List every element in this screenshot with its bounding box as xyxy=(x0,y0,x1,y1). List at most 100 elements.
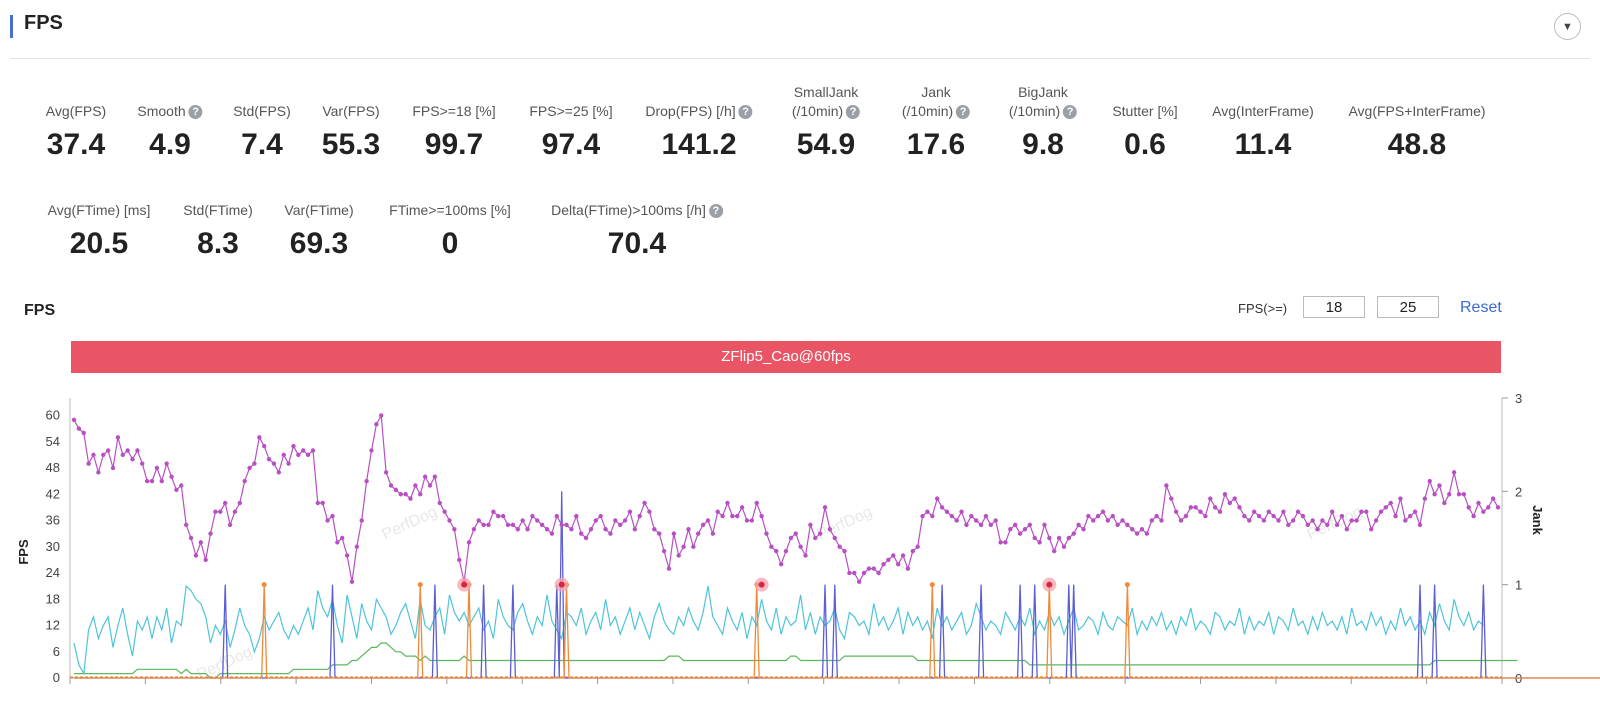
fps-point xyxy=(457,557,462,563)
fps-point xyxy=(257,435,262,440)
fps-point xyxy=(125,448,130,453)
fps-point xyxy=(349,579,355,584)
fps-point xyxy=(237,500,243,506)
fps-point xyxy=(657,531,662,536)
series-legend-button[interactable]: ZFlip5_Cao@60fps xyxy=(71,341,1501,373)
fps-point xyxy=(1466,505,1471,510)
fps-point xyxy=(1066,535,1072,541)
fps-point xyxy=(447,518,452,523)
fps-point xyxy=(510,522,516,528)
fps-point xyxy=(822,505,828,510)
left-tick-label: 42 xyxy=(46,486,60,501)
fps-point xyxy=(281,452,286,458)
header-divider xyxy=(10,58,1590,59)
metric-smooth-label-text: Smooth xyxy=(137,103,186,119)
help-icon[interactable]: ? xyxy=(956,104,971,119)
fps-point xyxy=(1447,492,1452,497)
left-tick-label: 6 xyxy=(53,644,60,659)
metric-std-fps: Std(FPS) 7.4 xyxy=(233,83,291,161)
fps-point xyxy=(403,492,408,497)
fps-point xyxy=(91,452,96,458)
fps-point xyxy=(525,527,530,532)
fps-point xyxy=(627,509,633,514)
help-icon[interactable]: ? xyxy=(188,104,203,119)
fps-point xyxy=(1256,513,1262,519)
fps-point xyxy=(1442,500,1447,506)
fps-point xyxy=(920,513,925,519)
fps-point xyxy=(617,522,623,528)
fps-point xyxy=(174,487,179,493)
fps-point xyxy=(242,478,247,484)
metric-drop-fps-h-label-text: Drop(FPS) [/h] xyxy=(645,103,736,119)
fps-point xyxy=(369,448,374,453)
fps-point xyxy=(852,570,857,576)
metric-var-fps-label-text: Var(FPS) xyxy=(322,103,380,119)
help-icon[interactable]: ? xyxy=(738,104,753,119)
fps-point xyxy=(1052,548,1057,554)
watermark: PerfDog xyxy=(1305,503,1365,543)
fps-point xyxy=(1369,527,1374,532)
fps-point xyxy=(1300,513,1306,519)
metric-delta-ftime-100ms-h: Delta(FTime)>100ms [/h]? 70.4 xyxy=(551,182,723,260)
fps-point xyxy=(105,448,111,453)
metric-std-fps-value: 7.4 xyxy=(241,128,283,161)
collapse-button[interactable]: ▼ xyxy=(1554,13,1581,40)
fps-point xyxy=(749,518,755,523)
metric-avg-interframe-label-text: Avg(InterFrame) xyxy=(1212,103,1314,119)
fps-point xyxy=(1032,535,1037,541)
fps-threshold-low-input[interactable] xyxy=(1303,296,1365,318)
fps-point xyxy=(1188,505,1193,510)
help-icon[interactable]: ? xyxy=(1063,104,1078,119)
metric-delta-ftime-100ms-h-label-text: Delta(FTime)>100ms [/h] xyxy=(551,202,706,218)
fps-point xyxy=(1047,535,1052,541)
fps-point xyxy=(720,513,725,519)
fps-point xyxy=(1013,522,1018,528)
metric-avg-fps-value: 37.4 xyxy=(46,128,106,161)
fps-point xyxy=(1286,522,1291,528)
fps-point xyxy=(1110,513,1115,519)
fps-point xyxy=(1383,505,1389,510)
metric-stutter-label-text: Stutter [%] xyxy=(1112,103,1178,119)
fps-point xyxy=(432,474,438,479)
metric-smooth-value: 4.9 xyxy=(149,128,191,161)
metric-ftime-100ms: FTime>=100ms [%] 0 xyxy=(389,182,511,260)
fps-point xyxy=(261,443,267,449)
fps-point xyxy=(1437,483,1442,488)
fps-point xyxy=(564,522,569,528)
reset-link[interactable]: Reset xyxy=(1460,299,1502,316)
fps-point xyxy=(1398,496,1403,501)
fps-point xyxy=(203,557,208,563)
fps-point xyxy=(1164,483,1169,488)
fps-point xyxy=(86,461,91,466)
fps-point xyxy=(1373,518,1379,523)
bigjank-point xyxy=(417,582,423,588)
fps-point xyxy=(135,448,140,453)
fps-point xyxy=(340,535,345,541)
help-icon[interactable]: ? xyxy=(846,104,861,119)
fps-point xyxy=(1251,509,1257,514)
fps-point xyxy=(398,492,403,497)
fps-point xyxy=(730,513,735,519)
fps-point xyxy=(422,474,428,479)
metric-avg-fps-label-text: Avg(FPS) xyxy=(45,103,107,119)
fps-point xyxy=(1417,522,1423,528)
bigjank-point xyxy=(1124,582,1130,588)
fps-threshold-high-input[interactable] xyxy=(1377,296,1439,318)
fps-point xyxy=(666,566,672,571)
fps-point xyxy=(276,470,282,475)
fps-point xyxy=(1242,513,1247,519)
fps-point xyxy=(632,527,638,532)
metric-avg-fps-interframe-value: 48.8 xyxy=(1387,128,1447,161)
fps-point xyxy=(383,470,389,475)
fps-point xyxy=(1100,509,1106,514)
metric-bigjank-10min: BigJank (/10min)? 9.8 xyxy=(1009,83,1078,161)
fps-point xyxy=(1408,513,1413,519)
fps-point xyxy=(101,452,106,458)
fps-point xyxy=(169,474,174,479)
metric-fps-18-value: 99.7 xyxy=(424,128,484,161)
fps-point xyxy=(876,570,881,576)
fps-point xyxy=(593,518,599,523)
fps-point xyxy=(1037,540,1042,545)
help-icon[interactable]: ? xyxy=(708,203,723,218)
metric-ftime-100ms-label: FTime>=100ms [%] xyxy=(389,182,511,220)
